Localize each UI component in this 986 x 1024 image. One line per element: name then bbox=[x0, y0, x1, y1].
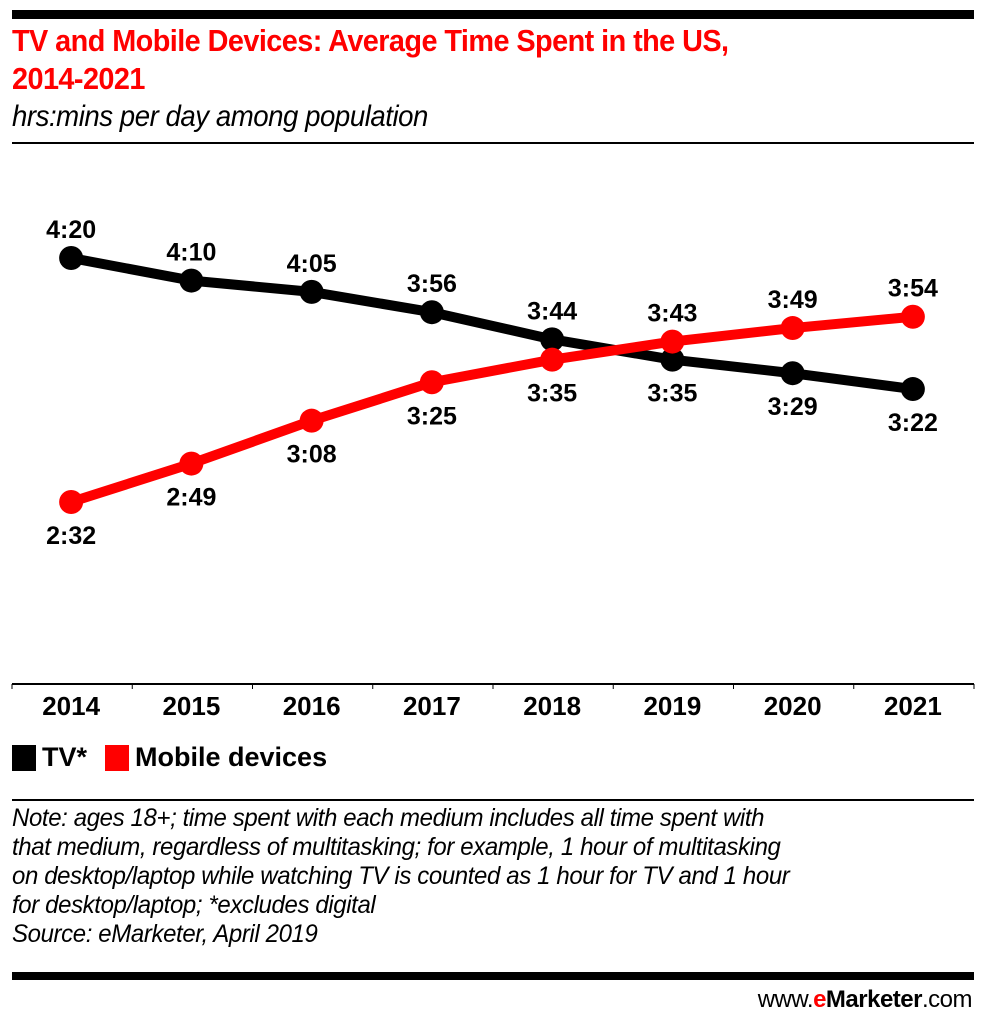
top-rule bbox=[12, 10, 974, 19]
data-point-mobile bbox=[299, 408, 324, 433]
x-tick-label: 2016 bbox=[283, 691, 341, 721]
legend: TV* Mobile devices bbox=[12, 742, 345, 773]
x-axis: 2014 2015 2016 2017 2018 2019 2020 2021 bbox=[11, 683, 975, 721]
data-label-mobile: 3:43 bbox=[647, 300, 697, 328]
series-line-mobile bbox=[69, 311, 914, 507]
data-point-tv bbox=[780, 361, 805, 386]
series-group bbox=[59, 246, 925, 514]
data-label-tv: 3:22 bbox=[888, 409, 938, 437]
data-point-tv bbox=[419, 300, 444, 325]
note-rule bbox=[12, 799, 974, 801]
subtitle-rule bbox=[12, 142, 974, 144]
data-label-mobile: 2:49 bbox=[166, 484, 216, 512]
legend-swatch-mobile bbox=[105, 744, 130, 771]
chart-subtitle: hrs:mins per day among population bbox=[12, 100, 428, 133]
x-tick-label: 2017 bbox=[403, 691, 461, 721]
brand-name: Marketer bbox=[825, 986, 923, 1013]
note-line: for desktop/laptop; *excludes digital bbox=[12, 891, 376, 919]
data-point-mobile bbox=[900, 304, 925, 329]
legend-swatch-tv bbox=[12, 744, 36, 771]
data-label-tv: 4:20 bbox=[46, 216, 96, 244]
brand-e: e bbox=[813, 986, 826, 1013]
data-point-tv bbox=[299, 279, 324, 304]
brand-suffix: .com bbox=[921, 986, 973, 1013]
note-line: on desktop/laptop while watching TV is c… bbox=[12, 862, 790, 890]
legend-item-mobile: Mobile devices bbox=[105, 742, 327, 773]
brand-prefix: www. bbox=[757, 986, 814, 1013]
data-point-tv bbox=[179, 268, 204, 293]
data-label-mobile: 3:54 bbox=[888, 275, 938, 303]
data-label-mobile: 3:25 bbox=[407, 402, 457, 430]
x-tick-label: 2015 bbox=[162, 691, 220, 721]
data-point-tv bbox=[900, 377, 925, 402]
data-point-mobile bbox=[419, 370, 444, 395]
source-line: Source: eMarketer, April 2019 bbox=[12, 920, 318, 948]
data-point-mobile bbox=[59, 490, 84, 514]
chart-title-line2: 2014-2021 bbox=[12, 61, 145, 96]
data-label-mobile: 3:49 bbox=[768, 286, 818, 314]
data-point-tv bbox=[660, 347, 685, 372]
legend-label-tv: TV* bbox=[42, 742, 88, 772]
data-point-mobile bbox=[540, 347, 565, 372]
legend-label-mobile: Mobile devices bbox=[135, 742, 328, 772]
data-label-tv: 3:56 bbox=[407, 270, 457, 298]
data-label-tv: 3:44 bbox=[527, 297, 577, 325]
x-tick-label: 2019 bbox=[643, 691, 701, 721]
footnote: Note: ages 18+; time spent with each med… bbox=[12, 804, 953, 949]
x-tick-label: 2021 bbox=[884, 691, 942, 721]
line-chart: 2014 2015 2016 2017 2018 2019 2020 2021 4:20 4:1… bbox=[11, 216, 975, 721]
data-label-tv: 4:05 bbox=[287, 250, 337, 278]
series-line-tv bbox=[70, 253, 914, 394]
note-line: Note: ages 18+; time spent with each med… bbox=[12, 804, 765, 832]
legend-item-tv: TV* bbox=[12, 742, 87, 773]
data-label-tv: 3:29 bbox=[768, 393, 818, 421]
data-label-tv: 4:10 bbox=[166, 239, 216, 267]
note-line: that medium, regardless of multitasking;… bbox=[12, 833, 781, 861]
chart-title-line1: TV and Mobile Devices: Average Time Spen… bbox=[12, 23, 729, 58]
data-labels: 4:20 4:10 4:05 3:56 3:44 3:35 3:29 3:22 2:32 2:49… bbox=[46, 216, 938, 550]
x-tick-label: 2020 bbox=[764, 691, 822, 721]
data-point-tv bbox=[540, 327, 565, 352]
x-tick-label: 2018 bbox=[523, 691, 581, 721]
data-point-tv bbox=[59, 246, 84, 270]
data-label-mobile: 3:35 bbox=[527, 380, 577, 408]
data-point-mobile bbox=[660, 329, 685, 354]
x-tick-label: 2014 bbox=[42, 691, 100, 721]
brand-url[interactable]: www.eMarketer.com bbox=[757, 986, 973, 1014]
data-point-mobile bbox=[780, 316, 805, 341]
data-label-mobile: 2:32 bbox=[46, 522, 96, 550]
data-point-mobile bbox=[179, 451, 204, 476]
data-label-tv: 3:35 bbox=[647, 380, 697, 408]
data-label-mobile: 3:08 bbox=[287, 441, 337, 469]
chart-title: TV and Mobile Devices: Average Time Spen… bbox=[12, 22, 905, 98]
bottom-rule bbox=[12, 972, 974, 980]
